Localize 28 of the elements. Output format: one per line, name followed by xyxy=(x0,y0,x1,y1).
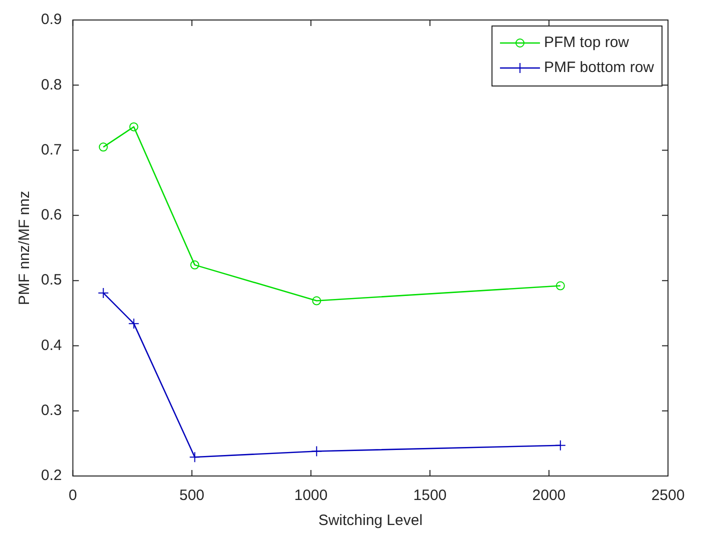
x-tick-label: 1500 xyxy=(413,487,447,504)
point xyxy=(554,440,566,451)
x-tick-label: 500 xyxy=(179,487,204,504)
legend-label: PMF bottom row xyxy=(544,59,654,76)
point xyxy=(98,287,109,298)
y-tick-label: 0.6 xyxy=(40,206,62,224)
x-axis-title: Switching Level xyxy=(318,512,423,530)
y-tick-label: 0.3 xyxy=(40,402,62,419)
point xyxy=(190,260,200,270)
y-tick-label: 0.4 xyxy=(40,336,62,354)
legend-label: PFM top row xyxy=(544,34,630,52)
y-tick-label: 0.9 xyxy=(40,11,62,28)
x-tick-label: 2000 xyxy=(532,487,566,504)
point xyxy=(556,281,565,290)
point xyxy=(128,318,140,330)
x-tick-label: 1000 xyxy=(294,487,328,504)
y-axis-title: PMF nnz/MF nnz xyxy=(16,190,34,306)
y-tick-label: 0.5 xyxy=(40,272,62,289)
y-tick-label: 0.8 xyxy=(40,76,62,94)
point xyxy=(129,122,138,132)
x-tick-label: 2500 xyxy=(651,487,685,504)
y-tick-label: 0.7 xyxy=(40,141,62,158)
point xyxy=(98,142,108,152)
point xyxy=(189,452,200,463)
point xyxy=(311,446,322,457)
point xyxy=(312,296,322,306)
x-tick-label: 0 xyxy=(68,487,78,504)
y-tick-label: 0.2 xyxy=(40,467,62,484)
